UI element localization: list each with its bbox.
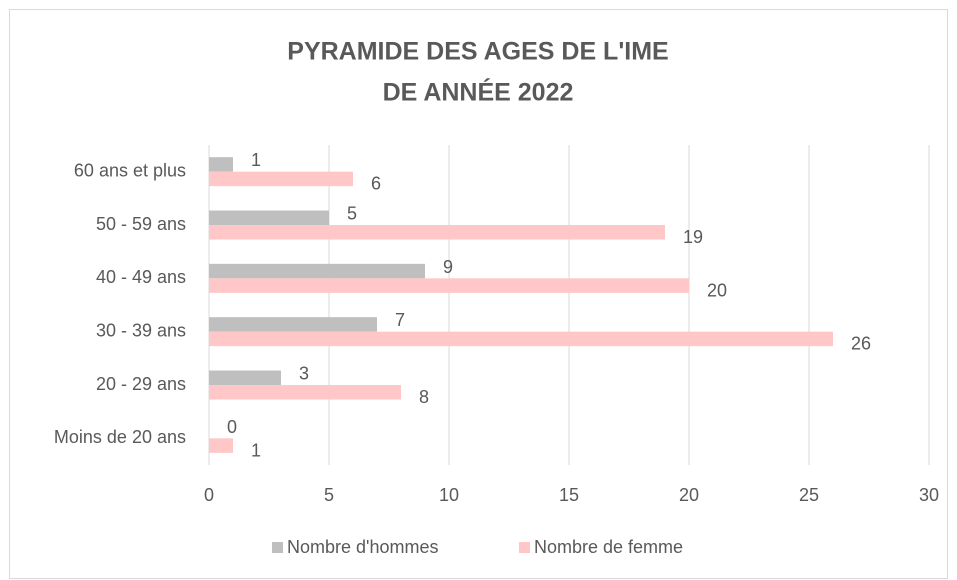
bar: [209, 331, 833, 347]
data-label: 7: [395, 310, 405, 330]
bar: [209, 317, 377, 332]
x-tick-label: 30: [919, 485, 939, 505]
legend-label: Nombre de femme: [534, 537, 683, 557]
bar: [209, 171, 353, 187]
y-tick-label: 30 - 39 ans: [96, 320, 186, 340]
data-label: 26: [851, 334, 871, 354]
chart-border: [9, 9, 948, 579]
y-tick-label: Moins de 20 ans: [54, 427, 186, 447]
y-tick-label: 60 ans et plus: [74, 160, 186, 180]
x-tick-label: 10: [439, 485, 459, 505]
bar: [209, 385, 401, 400]
x-tick-label: 15: [559, 485, 579, 505]
data-label: 20: [707, 280, 727, 300]
bar: [209, 157, 233, 172]
data-label: 6: [371, 174, 381, 194]
bar: [209, 263, 425, 279]
x-tick-label: 0: [204, 485, 214, 505]
data-label: 8: [419, 387, 429, 407]
legend-label: Nombre d'hommes: [287, 537, 439, 557]
x-tick-label: 5: [324, 485, 334, 505]
data-label: 0: [227, 417, 237, 437]
bar: [209, 438, 233, 453]
x-tick-label: 20: [679, 485, 699, 505]
bar: [209, 278, 689, 293]
bar: [209, 225, 665, 240]
data-label: 1: [251, 150, 261, 170]
y-tick-label: 50 - 59 ans: [96, 214, 186, 234]
chart-title: PYRAMIDE DES AGES DE L'IME: [287, 38, 668, 66]
bar: [209, 210, 329, 225]
data-label: 3: [299, 364, 309, 384]
x-tick-label: 25: [799, 485, 819, 505]
data-label: 1: [251, 440, 261, 460]
chart-title: DE ANNÉE 2022: [383, 78, 574, 107]
y-tick-label: 20 - 29 ans: [96, 374, 186, 394]
legend-swatch: [519, 542, 530, 553]
y-tick-label: 40 - 49 ans: [96, 267, 186, 287]
bar: [209, 370, 281, 385]
data-label: 19: [683, 227, 703, 247]
legend-swatch: [272, 542, 283, 553]
data-label: 5: [347, 204, 357, 224]
data-label: 9: [443, 257, 453, 277]
